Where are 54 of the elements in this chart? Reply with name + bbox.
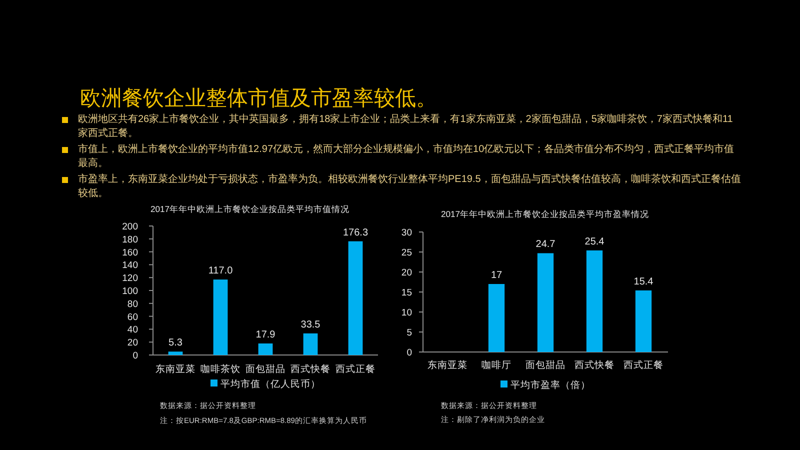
x-tick-label: 西式快餐: [290, 363, 330, 375]
bar: [488, 284, 505, 352]
y-tick-label: 20: [401, 268, 412, 278]
data-label: 33.5: [300, 319, 321, 330]
data-label: 15.4: [634, 276, 654, 288]
bar: [348, 241, 363, 355]
y-tick-label: 120: [122, 273, 138, 284]
y-tick-label: 200: [122, 222, 138, 232]
text: 欧洲地区共有26家上市餐饮企业，其中英国最多，拥有18家上市企业；品类上来看，有1家东南亚菜，2家面包甜品，5家咖啡茶饮，7家西式快餐和11家西式正餐。: [78, 113, 734, 140]
y-tick-label: 100: [122, 286, 138, 297]
x-tick-label: 咖啡茶饮: [200, 363, 240, 375]
y-tick-label: 160: [122, 247, 138, 258]
bar: [586, 250, 603, 352]
bar: [303, 333, 318, 355]
legend-label: 平均市值（亿人民币）: [220, 378, 320, 390]
text: 市盈率上，东南亚菜企业均处于亏损状态，市盈率为负。相较欧洲餐饮行业整体平均PE19.5，面包甜品与西式快餐估值较高，咖啡茶饮和西式正餐估值较低。: [78, 173, 742, 200]
x-tick-label: 东南亚菜: [156, 363, 196, 375]
data-label: 17.9: [256, 329, 276, 340]
x-tick-label: 东南亚菜: [428, 359, 468, 371]
bar: [213, 280, 228, 355]
y-tick-label: 0: [132, 350, 138, 362]
data-label: 5.3: [168, 338, 183, 349]
y-tick-label: 5: [406, 328, 412, 338]
chart-title: 2017年年中欧洲上市餐饮企业按品类平均市值情况: [150, 204, 350, 214]
text: 市值上，欧洲上市餐饮企业的平均市值12.97亿欧元，然而大部分企业规模偏小，市值均在10亿欧元以下；各品类市值分布不均匀，西式正餐平均市值最高。: [78, 143, 736, 170]
data-label: 17: [490, 270, 502, 281]
x-tick-label: 西式正餐: [336, 363, 376, 375]
y-tick-label: 15: [401, 288, 412, 298]
x-tick-label: 西式正餐: [624, 359, 664, 371]
bar: [537, 253, 554, 352]
data-label: 176.3: [342, 227, 368, 238]
data-label: 24.7: [536, 239, 556, 250]
y-tick-label: 30: [401, 228, 412, 238]
y-tick-label: 80: [127, 298, 138, 310]
y-tick-label: 10: [401, 308, 412, 318]
text: 欧洲餐饮企业整体市值及市盈率较低。: [80, 86, 437, 112]
y-tick-label: 0: [406, 348, 412, 358]
data-label: 117.0: [208, 266, 234, 277]
x-tick-label: 西式快餐: [574, 359, 614, 371]
data-label: 25.4: [584, 236, 605, 248]
y-tick-label: 40: [127, 324, 138, 336]
y-tick-label: 25: [401, 248, 412, 258]
bar: [635, 290, 652, 352]
bar: [258, 343, 273, 355]
legend-label: 平均市盈率（倍）: [510, 379, 590, 391]
bar: [168, 352, 183, 355]
x-tick-label: 面包甜品: [526, 359, 566, 371]
x-tick-label: 面包甜品: [246, 363, 286, 375]
y-tick-label: 60: [127, 312, 138, 323]
y-tick-label: 180: [122, 234, 138, 246]
chart-title: 2017年年中欧洲上市餐饮企业按品类平均市盈率情况: [440, 209, 650, 219]
y-tick-label: 140: [122, 260, 138, 272]
x-tick-label: 咖啡厅: [482, 359, 512, 371]
y-tick-label: 20: [127, 338, 138, 349]
